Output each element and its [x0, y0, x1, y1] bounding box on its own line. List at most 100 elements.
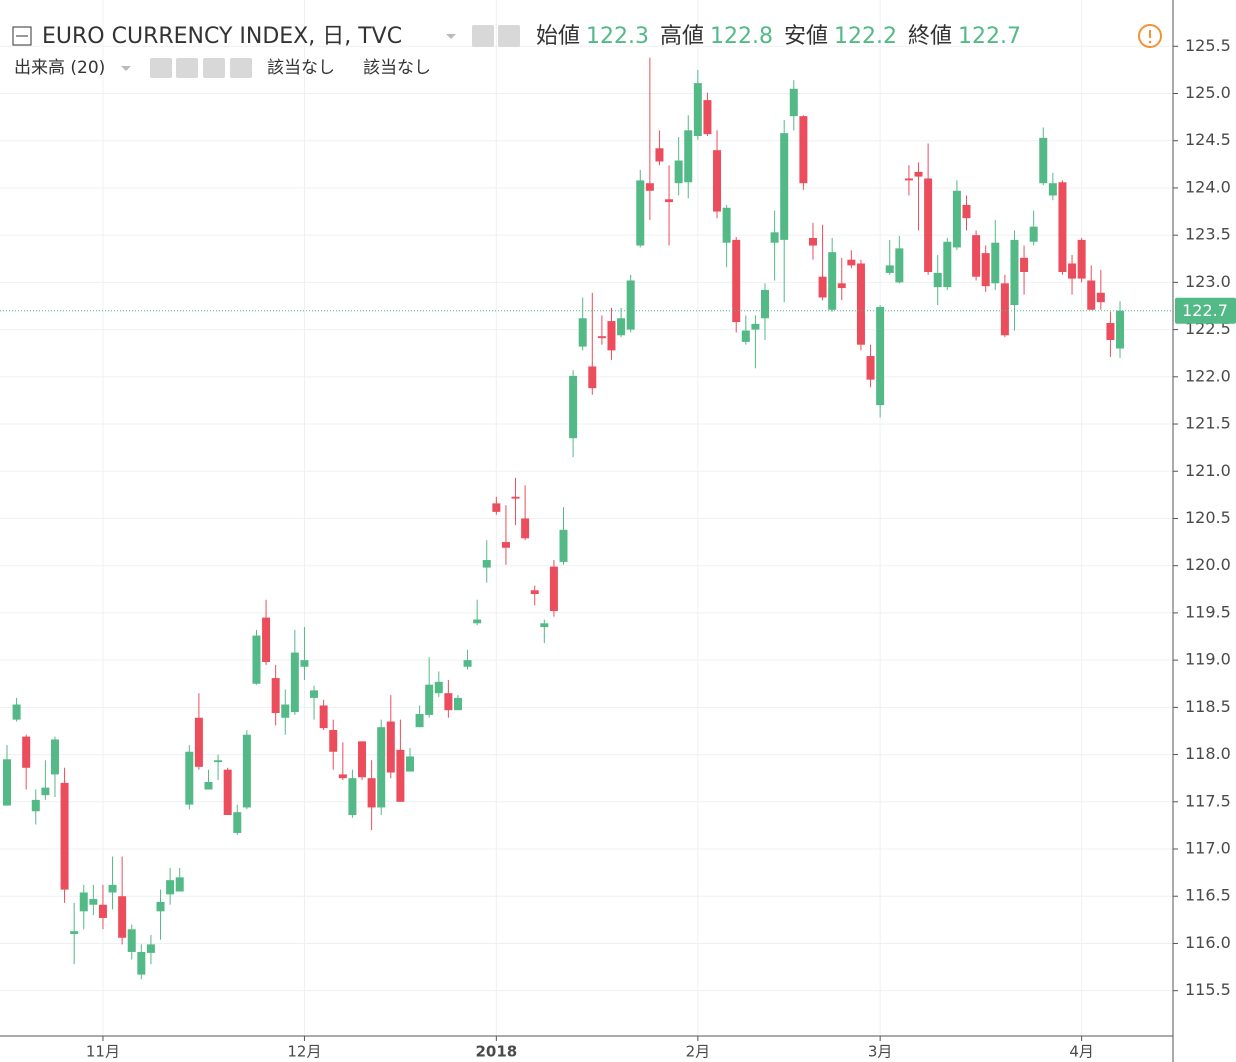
- last-price-tag: [1175, 297, 1236, 324]
- candle-body: [828, 252, 837, 310]
- candle-body: [501, 542, 510, 548]
- candle-body: [895, 248, 904, 283]
- candle-body: [185, 751, 194, 805]
- candle-body: [194, 717, 203, 767]
- candle-body: [904, 178, 913, 181]
- remove-icon[interactable]: [230, 58, 252, 78]
- y-tick-label: 121.0: [1185, 461, 1231, 480]
- candle-body: [741, 330, 750, 342]
- candle-body: [856, 263, 865, 345]
- ohlc-value: 122.7: [958, 24, 1021, 49]
- x-tick-label: 3月: [868, 1043, 893, 1061]
- candle-body: [540, 623, 549, 628]
- x-tick-label: 12月: [287, 1043, 321, 1061]
- settings-icon[interactable]: [176, 58, 198, 78]
- collapse-button[interactable]: [12, 26, 32, 46]
- candle-body: [329, 730, 338, 752]
- y-tick-label: 125.5: [1185, 36, 1231, 55]
- candle-body: [22, 736, 31, 768]
- y-tick-label: 115.5: [1185, 980, 1231, 999]
- candle-body: [1000, 283, 1009, 336]
- candle-body: [607, 321, 616, 351]
- dropdown-icon[interactable]: [446, 34, 456, 39]
- candle-body: [722, 207, 731, 243]
- candle-body: [713, 150, 722, 212]
- candle-body: [358, 741, 367, 778]
- candle-body: [770, 232, 779, 243]
- candle-body: [473, 619, 482, 624]
- symbol-title: EURO CURRENCY INDEX, 日, TVC: [42, 24, 402, 49]
- candle-body: [617, 318, 626, 336]
- candle-body: [300, 660, 309, 667]
- candle-body: [137, 951, 146, 975]
- candle-body: [933, 272, 942, 288]
- y-tick-label: 116.0: [1185, 933, 1231, 952]
- y-tick-label: 120.0: [1185, 555, 1231, 574]
- candle-body: [808, 237, 817, 246]
- candle-body: [732, 239, 741, 323]
- candle-body: [415, 713, 424, 728]
- eye-icon[interactable]: [472, 25, 494, 47]
- x-tick-label: 11月: [86, 1043, 120, 1061]
- candle-body: [214, 760, 223, 763]
- alert-icon-dot: [1148, 40, 1152, 44]
- candle-body: [511, 496, 520, 499]
- candle-body: [549, 566, 558, 612]
- candle-body: [12, 704, 21, 720]
- candle-body: [1096, 292, 1105, 303]
- candle-body: [1116, 310, 1125, 349]
- candle-body: [1048, 183, 1057, 196]
- candle-body: [1029, 226, 1038, 242]
- candle-body: [981, 253, 990, 287]
- candle-body: [530, 590, 539, 595]
- candle-body: [396, 749, 405, 802]
- y-tick-label: 122.5: [1185, 319, 1231, 338]
- y-tick-label: 124.0: [1185, 177, 1231, 196]
- candle-body: [924, 178, 933, 272]
- add-icon[interactable]: [203, 58, 225, 78]
- candles: [3, 57, 1125, 980]
- y-tick-label: 120.5: [1185, 508, 1231, 527]
- candle-body: [310, 690, 319, 698]
- y-tick-label: 121.5: [1185, 414, 1231, 433]
- candle-body: [444, 693, 453, 711]
- candle-body: [70, 931, 79, 935]
- candle-body: [952, 190, 961, 248]
- ohlc-value: 122.8: [710, 24, 773, 49]
- candle-body: [262, 617, 271, 663]
- candle-body: [127, 929, 136, 952]
- candle-body: [761, 289, 770, 319]
- x-tick-label: 2018: [475, 1043, 517, 1061]
- ohlc-label: 安値: [784, 24, 828, 49]
- candle-body: [252, 635, 261, 684]
- candle-body: [156, 901, 165, 912]
- candle-body: [597, 336, 606, 339]
- candle-body: [693, 83, 702, 136]
- alert-icon[interactable]: [1138, 24, 1162, 48]
- candle-body: [281, 704, 290, 718]
- ohlc-label: 終値: [908, 24, 952, 49]
- settings-icon[interactable]: [498, 25, 520, 47]
- candle-body: [453, 697, 462, 711]
- y-tick-label: 123.5: [1185, 225, 1231, 244]
- y-tick-label: 118.0: [1185, 744, 1231, 763]
- candle-body: [98, 904, 107, 918]
- candle-body: [866, 356, 875, 380]
- candle-body: [684, 130, 693, 183]
- candle-body: [559, 529, 568, 562]
- candle-body: [780, 133, 789, 240]
- candle-body: [41, 787, 50, 796]
- y-tick-label: 119.0: [1185, 650, 1231, 669]
- last-price-label: 122.7: [1182, 301, 1228, 320]
- candle-body: [405, 756, 414, 772]
- candle-body: [290, 652, 299, 713]
- candle-body: [1077, 239, 1086, 279]
- candle-body: [636, 180, 645, 246]
- candle-body: [50, 739, 59, 775]
- eye-icon[interactable]: [150, 58, 172, 78]
- candle-body: [319, 705, 328, 729]
- candle-body: [425, 684, 434, 715]
- dropdown-icon[interactable]: [121, 66, 131, 71]
- candle-body: [1010, 239, 1019, 306]
